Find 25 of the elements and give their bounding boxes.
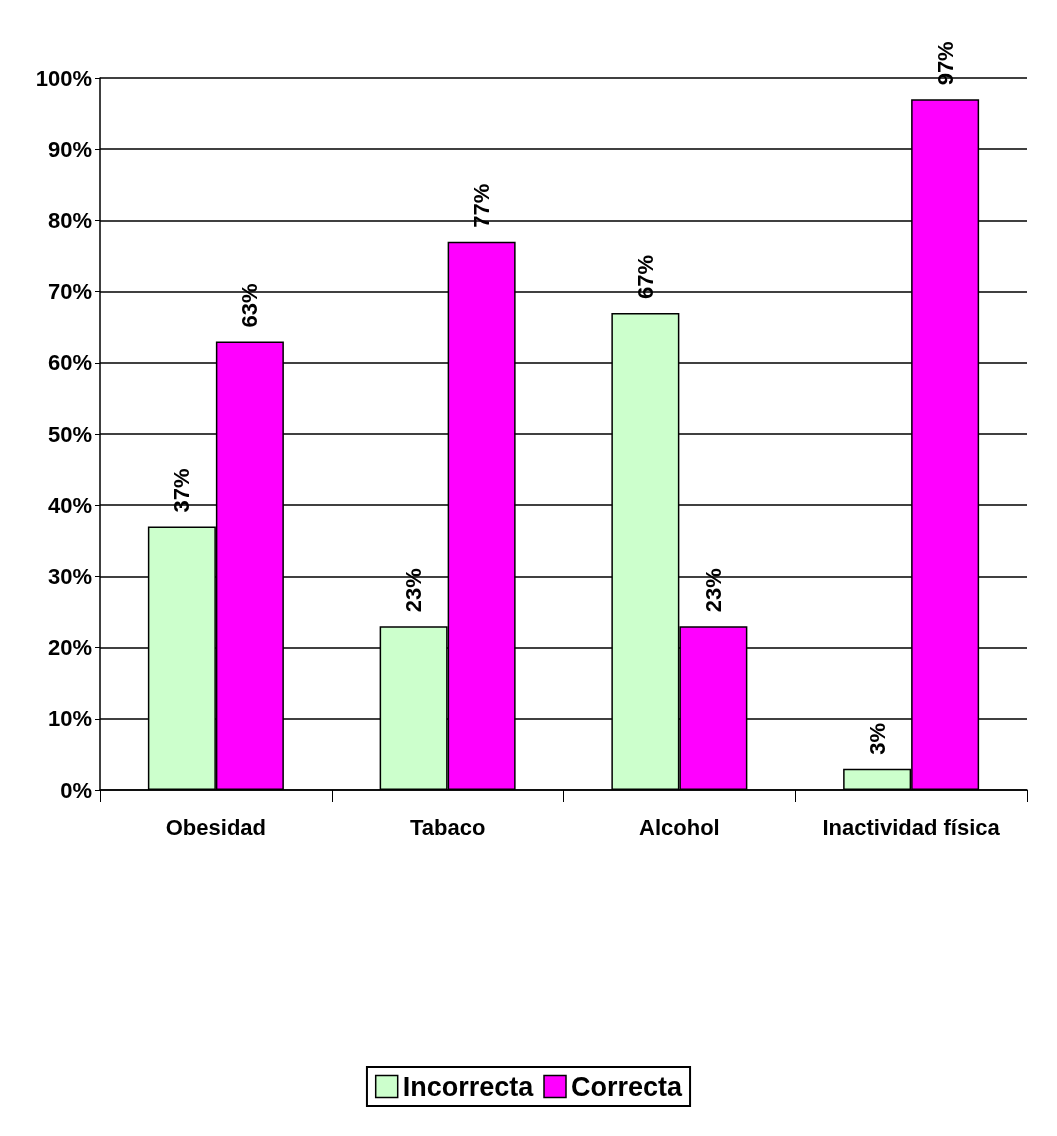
y-tick-label: 20% <box>47 635 92 661</box>
y-tick-label: 30% <box>47 563 92 589</box>
y-tick-label: 90% <box>47 136 92 162</box>
y-tick-label: 10% <box>47 706 92 732</box>
data-label: 23% <box>401 568 427 613</box>
data-label: 67% <box>632 254 658 299</box>
y-tick-label: 40% <box>47 492 92 518</box>
data-label: 97% <box>932 41 958 86</box>
data-label: 37% <box>169 468 195 513</box>
data-label: 3% <box>864 722 890 755</box>
legend-label: Incorrecta <box>402 1071 535 1102</box>
data-label: 63% <box>237 283 263 328</box>
y-tick-label: 80% <box>47 207 92 233</box>
x-tick-label: Tabaco <box>409 814 486 840</box>
x-tick-label: Inactividad física <box>822 814 1001 840</box>
data-label: 77% <box>469 183 495 228</box>
y-tick-label: 100% <box>35 65 92 91</box>
y-tick-label: 70% <box>47 279 92 305</box>
y-tick-label: 50% <box>47 421 92 447</box>
data-label: 23% <box>700 568 726 613</box>
legend-label: Correcta <box>571 1071 684 1102</box>
x-tick-label: Obesidad <box>165 814 266 840</box>
y-tick-label: 0% <box>60 777 92 803</box>
y-tick-label: 60% <box>47 350 92 376</box>
x-tick-label: Alcohol <box>639 814 720 840</box>
